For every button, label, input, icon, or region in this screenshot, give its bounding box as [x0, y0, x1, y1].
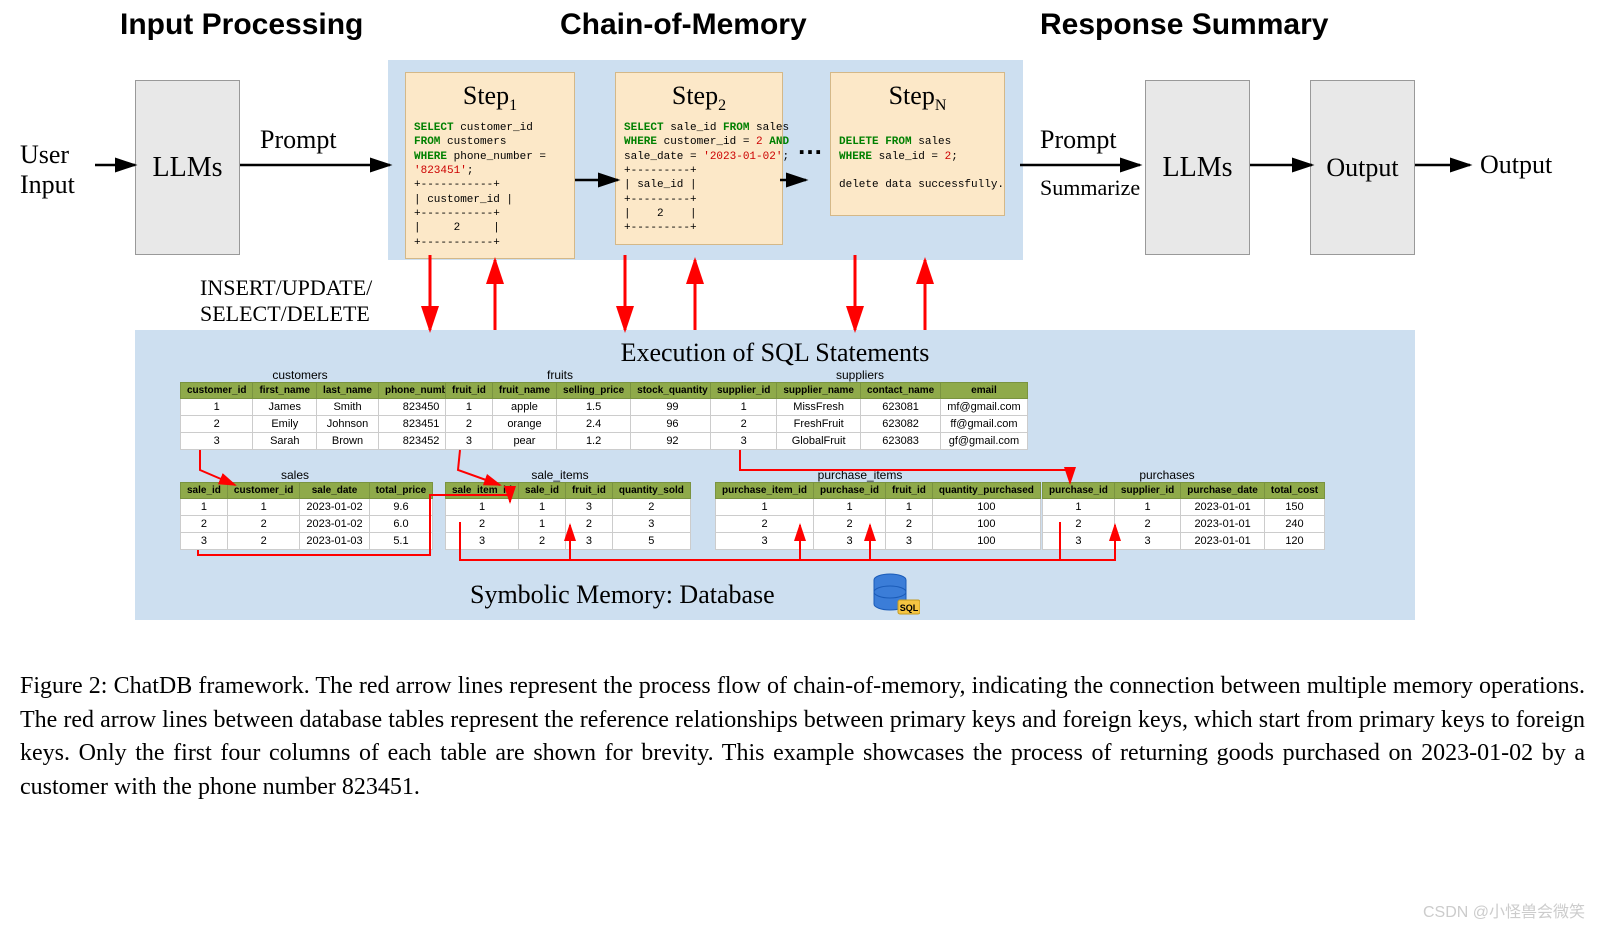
section-chain-title: Chain-of-Memory — [560, 8, 807, 42]
tbl-fruits: fruit_idfruit_nameselling_pricestock_qua… — [445, 382, 715, 450]
symbolic-memory-title: Symbolic Memory: Database — [470, 580, 775, 610]
tbl-fruits-name: fruits — [445, 368, 675, 382]
step-2-title: Step2 — [624, 81, 774, 115]
llm-box-2: LLMs — [1145, 80, 1250, 255]
tbl-customers-name: customers — [180, 368, 420, 382]
tbl-purchases-name: purchases — [1042, 468, 1292, 482]
prompt-label-1: Prompt — [260, 125, 337, 155]
llm-box-1: LLMs — [135, 80, 240, 255]
output-label: Output — [1480, 150, 1552, 180]
svg-text:SQL: SQL — [900, 603, 919, 613]
tbl-suppliers: supplier_idsupplier_namecontact_nameemai… — [710, 382, 1028, 450]
step-n-sql: DELETE FROM sales WHERE sale_id = 2; del… — [839, 121, 996, 207]
tbl-sales-name: sales — [180, 468, 410, 482]
tbl-customers: customer_idfirst_namelast_namephone_numb… — [180, 382, 464, 450]
prompt-label-2: Prompt — [1040, 125, 1117, 155]
figure-caption: Figure 2: ChatDB framework. The red arro… — [0, 640, 1605, 824]
tbl-sale-items-name: sale_items — [445, 468, 675, 482]
summarize-label: Summarize — [1040, 175, 1140, 201]
user-input-label: User Input — [20, 140, 75, 200]
step-n-title: StepN — [839, 81, 996, 115]
tbl-suppliers-name: suppliers — [710, 368, 1010, 382]
tbl-purchases: purchase_idsupplier_idpurchase_datetotal… — [1042, 482, 1325, 550]
tbl-sale-items: sale_item_idsale_idfruit_idquantity_sold… — [445, 482, 691, 550]
step-1-sql: SELECT customer_id FROM customers WHERE … — [414, 121, 566, 250]
tbl-purchase-items: purchase_item_idpurchase_idfruit_idquant… — [715, 482, 1041, 550]
chatdb-framework-diagram: Input Processing Chain-of-Memory Respons… — [0, 0, 1605, 640]
output-box: Output — [1310, 80, 1415, 255]
step-2-sql: SELECT sale_id FROM sales WHERE customer… — [624, 121, 774, 235]
step-1-title: Step1 — [414, 81, 566, 115]
database-icon: SQL — [870, 570, 920, 620]
tbl-sales: sale_idcustomer_idsale_datetotal_price11… — [180, 482, 433, 550]
section-input-title: Input Processing — [120, 8, 363, 42]
section-response-title: Response Summary — [1040, 8, 1328, 42]
steps-ellipsis: … — [797, 130, 823, 161]
step-1-box: Step1 SELECT customer_id FROM customers … — [405, 72, 575, 259]
watermark: CSDN @小怪兽会微笑 — [1423, 898, 1585, 922]
tbl-purchase-items-name: purchase_items — [715, 468, 1005, 482]
exec-sql-title: Execution of SQL Statements — [135, 338, 1415, 368]
step-2-box: Step2 SELECT sale_id FROM sales WHERE cu… — [615, 72, 783, 245]
sql-ops-label: INSERT/UPDATE/ SELECT/DELETE — [200, 275, 372, 328]
step-n-box: StepN DELETE FROM sales WHERE sale_id = … — [830, 72, 1005, 216]
